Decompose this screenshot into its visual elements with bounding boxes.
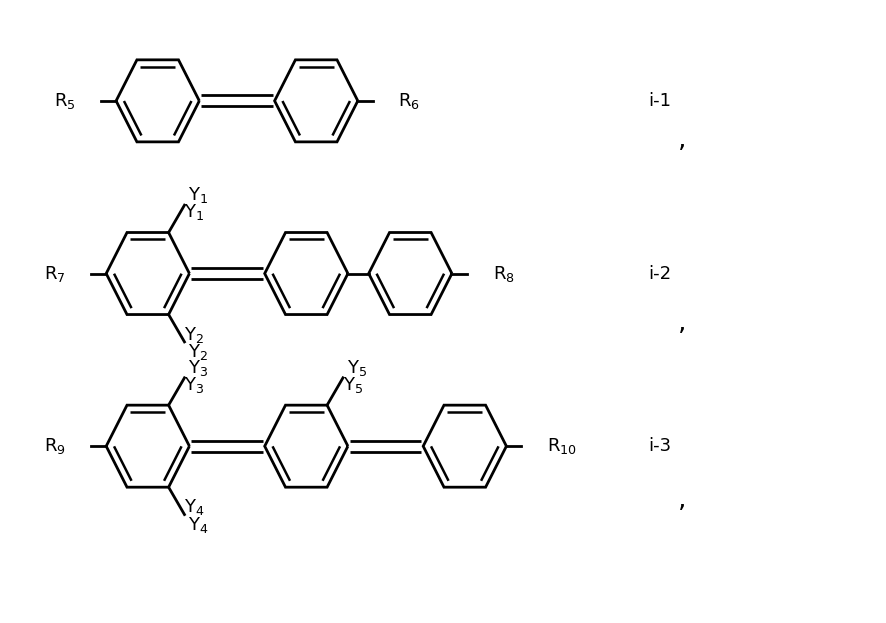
- Text: i-3: i-3: [648, 437, 671, 455]
- Text: Y$_2$: Y$_2$: [184, 325, 204, 345]
- Text: Y$_4$: Y$_4$: [184, 498, 205, 518]
- Text: i-2: i-2: [648, 265, 671, 282]
- Text: Y$_3$: Y$_3$: [184, 375, 205, 395]
- Text: R$_7$: R$_7$: [44, 264, 66, 283]
- Text: R$_5$: R$_5$: [54, 91, 75, 111]
- Text: Y$_1$: Y$_1$: [184, 202, 205, 222]
- Text: R$_6$: R$_6$: [398, 91, 420, 111]
- Text: R$_{10}$: R$_{10}$: [547, 436, 576, 456]
- Text: Y$_1$: Y$_1$: [188, 185, 208, 205]
- Text: ,: ,: [677, 310, 686, 336]
- Text: ,: ,: [677, 487, 686, 513]
- Text: Y$_5$: Y$_5$: [343, 375, 362, 395]
- Text: ,: ,: [677, 127, 686, 153]
- Text: Y$_5$: Y$_5$: [346, 358, 367, 378]
- Text: R$_9$: R$_9$: [43, 436, 66, 456]
- Text: R$_8$: R$_8$: [492, 264, 514, 283]
- Text: Y$_3$: Y$_3$: [188, 358, 208, 378]
- Text: Y$_2$: Y$_2$: [188, 342, 208, 362]
- Text: i-1: i-1: [648, 92, 671, 110]
- Text: Y$_4$: Y$_4$: [188, 515, 208, 535]
